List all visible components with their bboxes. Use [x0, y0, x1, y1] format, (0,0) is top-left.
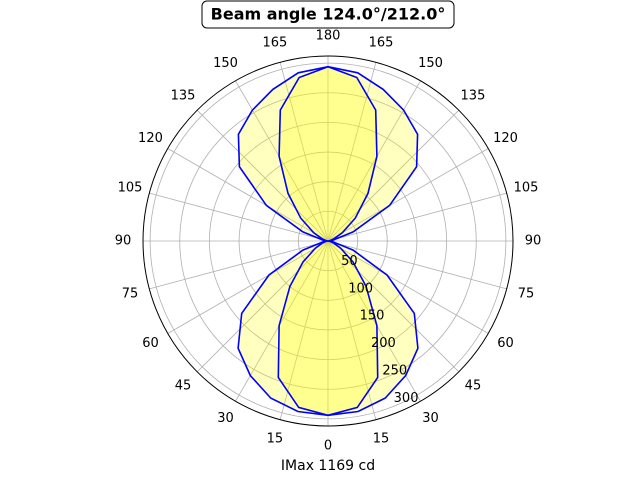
grid-spoke [327, 240, 377, 420]
chart-title: Beam angle 124.0°/212.0° [211, 5, 446, 24]
grid-spoke [327, 240, 421, 402]
grid-spoke [327, 240, 489, 334]
theta-tick-label: 105 [514, 180, 539, 195]
theta-tick-label: 15 [373, 432, 390, 447]
grid-spoke [327, 192, 507, 242]
theta-tick-label: 75 [122, 287, 139, 302]
r-tick-label: 250 [382, 363, 407, 378]
grid-spoke [327, 80, 421, 242]
theta-tick-label: 135 [461, 89, 486, 104]
grid-spoke [327, 240, 460, 373]
r-tick-label: 100 [348, 281, 373, 296]
grid-spoke [196, 109, 329, 242]
theta-tick-label: 60 [497, 336, 514, 351]
grid-spoke [149, 240, 329, 290]
grid-spoke [327, 240, 507, 290]
grid-spoke [235, 80, 329, 242]
polar-frame [142, 55, 514, 427]
series-line [277, 65, 379, 417]
grid-spoke [149, 192, 329, 242]
theta-tick-label: 45 [175, 378, 192, 393]
grid-spoke [235, 240, 329, 402]
grid-spoke [327, 109, 460, 242]
theta-tick-label: 120 [493, 131, 518, 146]
x-axis-label: IMax 1169 cd [281, 458, 375, 474]
r-tick-label: 150 [360, 309, 385, 324]
grid-spoke [167, 148, 329, 242]
theta-tick-label: 135 [171, 89, 196, 104]
theta-tick-label: 30 [422, 411, 439, 426]
theta-tick-label: 60 [142, 336, 159, 351]
grid-spoke [327, 62, 377, 242]
theta-tick-label: 120 [138, 131, 163, 146]
grid-spoke [279, 240, 329, 420]
grid-spoke [196, 240, 329, 373]
r-tick-label: 300 [394, 391, 419, 406]
theta-tick-label: 90 [525, 234, 542, 249]
grid-spoke [167, 240, 329, 334]
theta-tick-label: 180 [316, 29, 341, 44]
r-tick-label: 200 [371, 336, 396, 351]
grid-spoke [279, 62, 329, 242]
theta-tick-label: 0 [324, 439, 332, 454]
theta-tick-label: 165 [369, 35, 394, 50]
theta-tick-label: 165 [263, 35, 288, 50]
grid-spoke [327, 148, 489, 242]
theta-tick-label: 45 [465, 378, 482, 393]
theta-tick-label: 75 [518, 287, 535, 302]
theta-tick-label: 30 [217, 411, 234, 426]
theta-tick-label: 150 [418, 56, 443, 71]
theta-tick-label: 105 [118, 180, 143, 195]
title-box [201, 0, 455, 29]
theta-tick-label: 15 [267, 432, 284, 447]
r-tick-label: 50 [341, 254, 358, 269]
theta-tick-label: 150 [213, 56, 238, 71]
theta-tick-label: 90 [115, 234, 132, 249]
